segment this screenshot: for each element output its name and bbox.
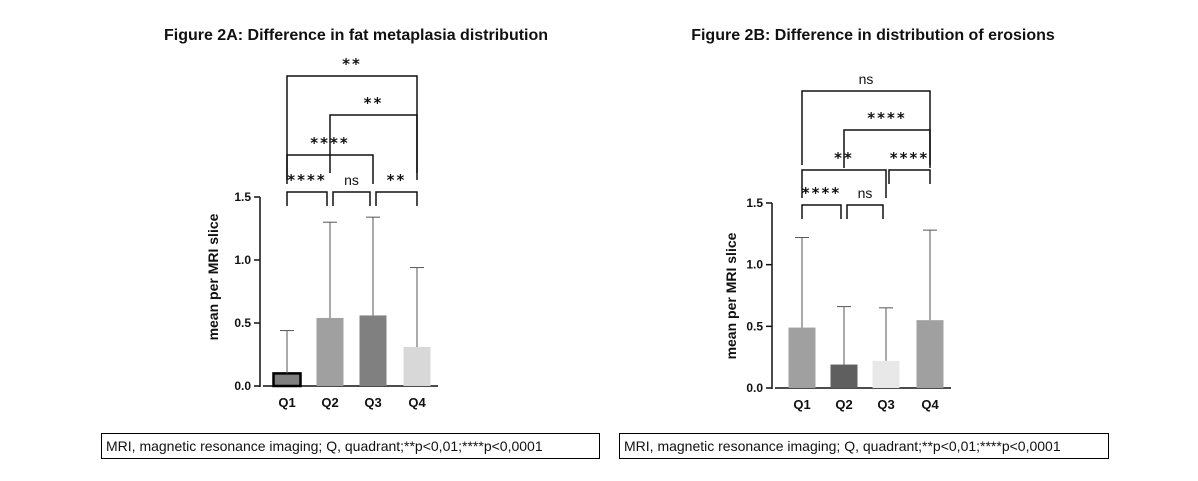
x-tick-label-q3: Q3 [877,397,894,412]
x-tick-label-q4: Q4 [408,395,426,410]
y-axis-label: mean per MRI slice [723,232,739,359]
significance-bracket [286,191,328,206]
significance-label: ns [859,71,874,87]
x-tick-label-q4: Q4 [921,397,939,412]
significance-label: **** [287,171,326,189]
significance-label: ns [858,185,873,201]
bar-q2 [316,317,344,386]
y-tick-label: 1.0 [234,253,251,267]
y-tick-label: 0.0 [746,381,763,395]
significance-bracket [801,90,931,165]
significance-bracket [801,169,887,198]
bar-q4 [403,346,431,386]
y-tick-label: 0.0 [234,379,251,393]
significance-label: ** [834,149,854,167]
x-tick-label-q1: Q1 [793,397,810,412]
significance-label: **** [867,109,906,127]
x-tick-label-q1: Q1 [278,395,295,410]
significance-label: ns [344,172,359,188]
y-tick-label: 1.5 [234,190,251,204]
significance-label: ** [364,94,384,112]
bar-q1 [272,372,302,388]
bar-q4 [916,320,944,388]
chart-figure-2b: Figure 2B: Difference in distribution of… [691,27,1055,412]
chart-title: Figure 2B: Difference in distribution of… [691,27,1055,44]
y-axis-label: mean per MRI slice [205,213,221,340]
x-tick-label-q3: Q3 [364,395,381,410]
significance-bracket [846,204,884,219]
significance-bracket [888,169,931,184]
footnote-2b: MRI, magnetic resonance imaging; Q, quad… [619,433,1109,459]
chart-figure-2a: Figure 2A: Difference in fat metaplasia … [164,27,548,410]
bar-q1 [788,327,816,388]
bar-q3 [359,315,387,386]
significance-bracket [332,191,371,206]
y-tick-label: 0.5 [234,316,251,330]
significance-label: **** [802,184,841,202]
significance-bracket [375,191,418,206]
x-tick-label-q2: Q2 [835,397,852,412]
y-tick-label: 1.0 [746,258,763,272]
bar-q2 [830,364,858,388]
significance-label: ** [342,55,362,73]
significance-label: **** [310,134,349,152]
x-tick-label-q2: Q2 [321,395,338,410]
y-tick-label: 0.5 [746,319,763,333]
chart-title: Figure 2A: Difference in fat metaplasia … [164,27,548,44]
footnote-2a: MRI, magnetic resonance imaging; Q, quad… [101,433,600,459]
significance-label: **** [890,149,929,167]
significance-bracket [801,204,842,219]
bar-q3 [872,360,900,388]
y-tick-label: 1.5 [746,196,763,210]
significance-label: ** [387,171,407,189]
significance-bracket [286,75,418,180]
